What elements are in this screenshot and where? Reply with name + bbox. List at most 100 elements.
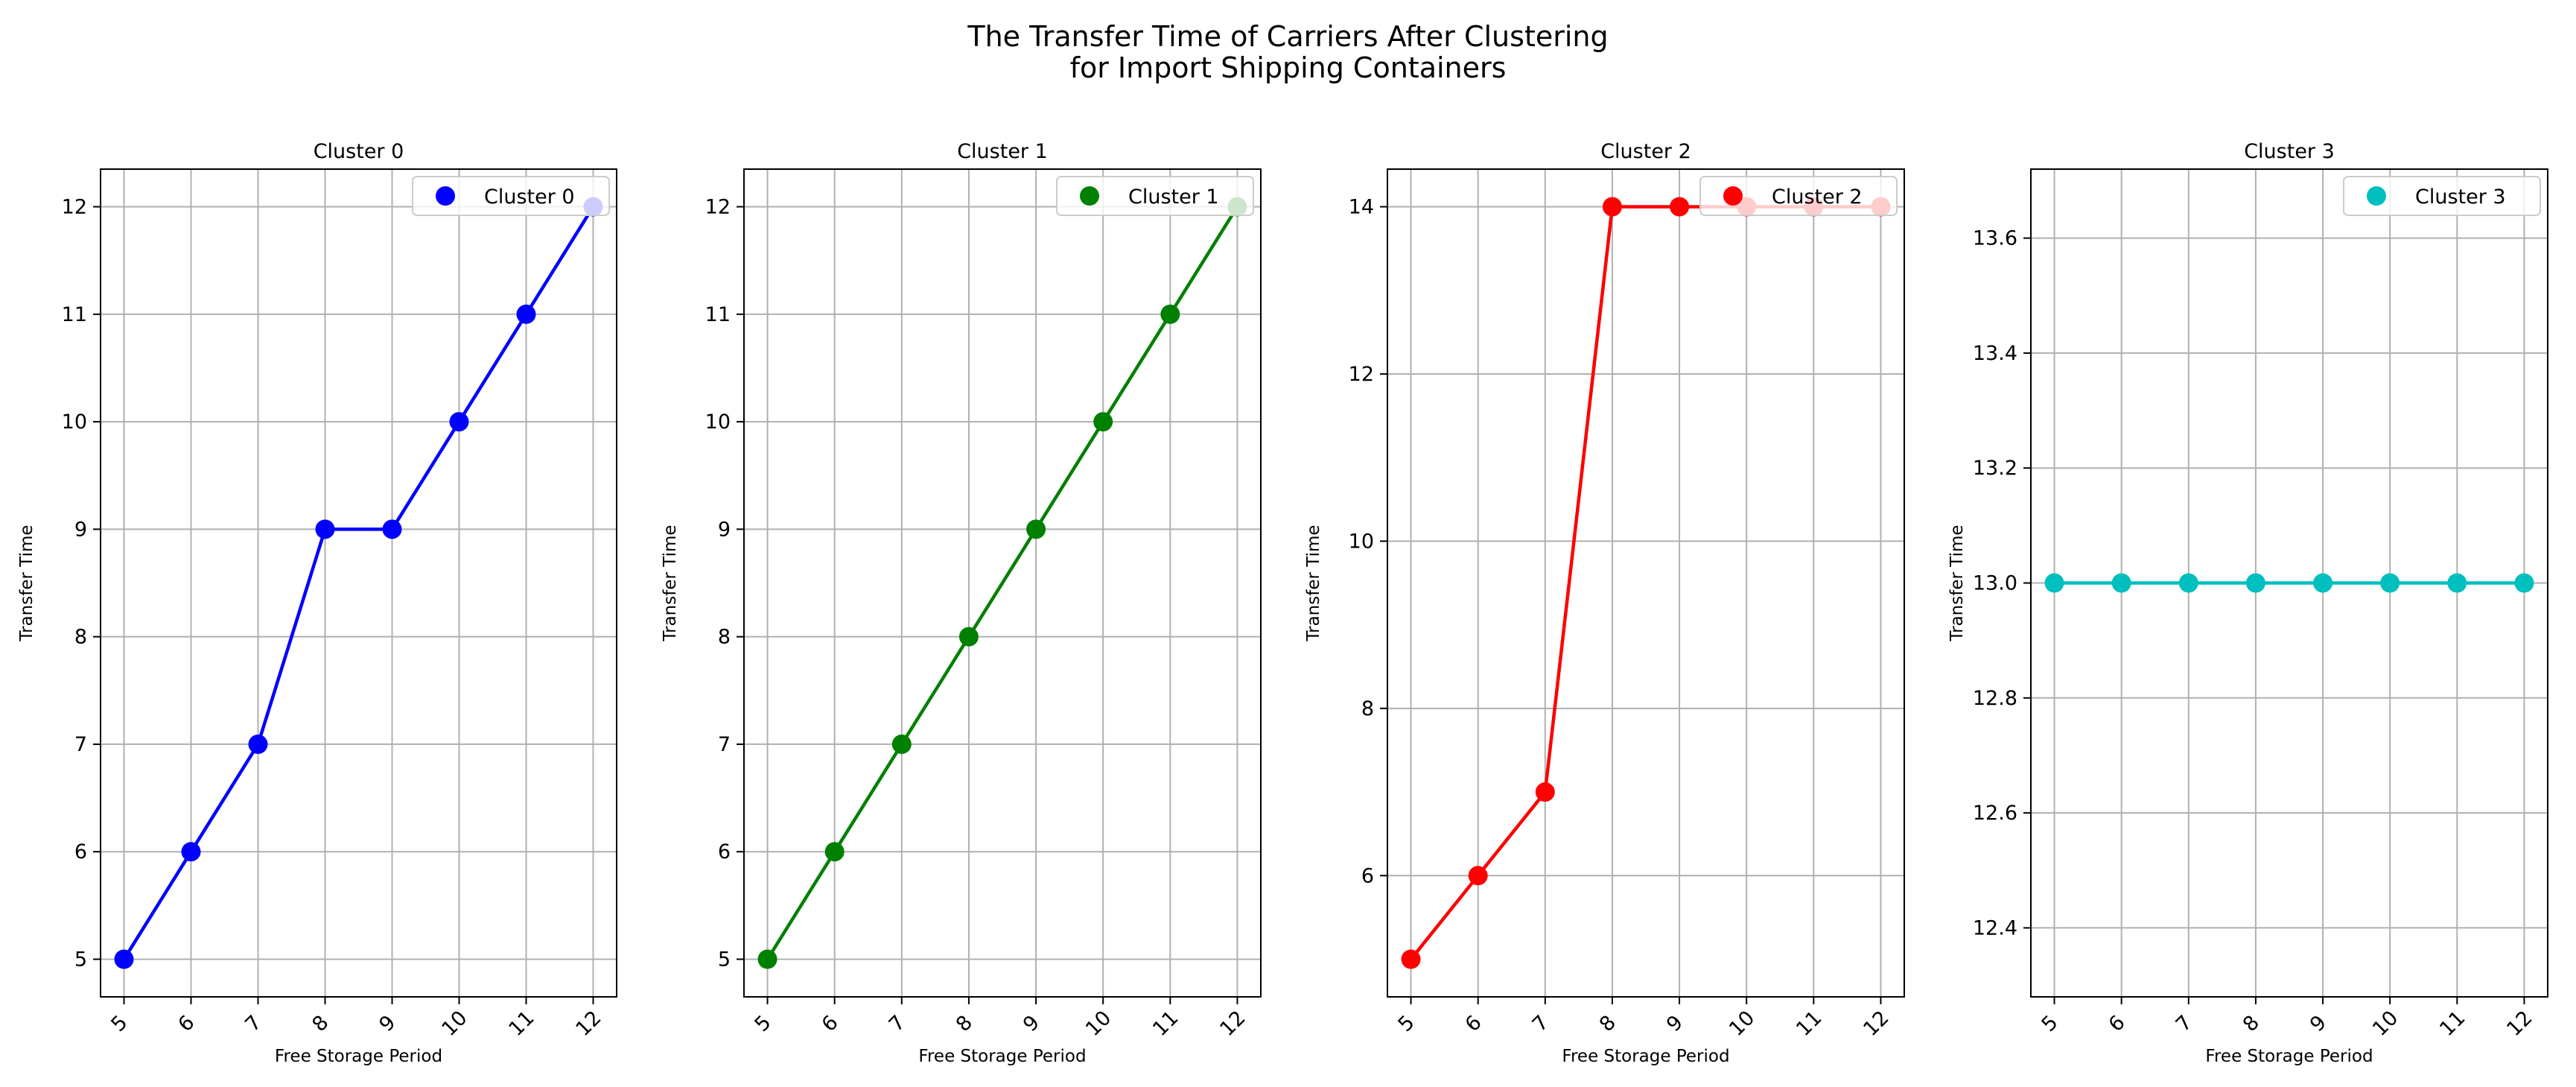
- x-axis-label: Free Storage Period: [1562, 1047, 1729, 1066]
- subplot-panels: 5 6 7 8 9 10 11 12 5 6 7 8 9 10 11 12 Cluster 0 Free Stor…: [17, 140, 2548, 1066]
- y-tick-label: 11: [62, 303, 87, 326]
- x-tick-label: 10: [437, 1007, 471, 1041]
- x-tick-label: 6: [2105, 1011, 2130, 1036]
- x-tick-label: 11: [1148, 1007, 1183, 1041]
- legend-box: [2343, 176, 2541, 216]
- y-tick-label: 12: [62, 196, 87, 219]
- y-tick-label: 10: [62, 411, 87, 434]
- data-point: [1093, 412, 1113, 432]
- legend-marker: [1080, 186, 1099, 206]
- data-point: [958, 627, 979, 647]
- y-tick-label: 12: [705, 196, 731, 219]
- axes-frame: [743, 168, 1262, 998]
- y-axis-label: Transfer Time: [661, 525, 680, 641]
- y-tick-label: 8: [74, 626, 87, 649]
- x-tick-label: 5: [1393, 1011, 1419, 1036]
- data-point: [757, 949, 777, 969]
- y-tick-label: 13.2: [1973, 457, 2017, 480]
- x-tick-label: 8: [1595, 1011, 1621, 1036]
- data-point: [1535, 782, 1555, 802]
- y-tick-label: 12.4: [1973, 916, 2017, 939]
- legend-marker: [436, 186, 455, 206]
- y-tick-label: 9: [718, 518, 731, 541]
- x-tick-label: 12: [2502, 1007, 2537, 1041]
- x-tick-label: 9: [2306, 1011, 2331, 1036]
- subplot-cluster-0: 5 6 7 8 9 10 11 12 5 6 7 8 9 10 11 12 Cluster 0 Free Stor…: [17, 140, 617, 1066]
- x-tick-label: 12: [571, 1007, 605, 1041]
- series-line: [1409, 205, 1881, 960]
- data-point: [2178, 573, 2198, 593]
- y-tick-label: 5: [718, 948, 731, 972]
- data-point: [1401, 949, 1421, 969]
- data-point: [1602, 197, 1622, 217]
- data-point: [2044, 573, 2064, 593]
- subplot-title: Cluster 2: [1600, 140, 1691, 163]
- data-point: [2111, 573, 2131, 593]
- x-tick-label: 5: [106, 1011, 132, 1036]
- legend-marker: [1723, 186, 1743, 206]
- x-tick-label: 6: [818, 1011, 843, 1036]
- x-axis-label: Free Storage Period: [2205, 1047, 2373, 1066]
- x-tick-label: 9: [1662, 1011, 1688, 1036]
- y-tick-label: 7: [718, 733, 731, 756]
- legend-label: Cluster 0: [484, 186, 575, 209]
- series-line: [122, 206, 595, 960]
- y-tick-label: 8: [1361, 697, 1374, 720]
- y-axis-label: Transfer Time: [1304, 525, 1323, 641]
- y-tick-label: 12.8: [1973, 687, 2017, 710]
- x-tick-label: 7: [1528, 1011, 1553, 1036]
- data-point: [382, 519, 402, 539]
- y-tick-label: 6: [718, 840, 731, 863]
- y-tick-label: 6: [74, 840, 87, 863]
- data-point: [2514, 573, 2534, 593]
- data-point: [2313, 573, 2333, 593]
- x-tick-label: 5: [2037, 1011, 2062, 1036]
- y-tick-label: 10: [1349, 530, 1374, 553]
- x-tick-label: 9: [1019, 1011, 1044, 1036]
- data-point: [449, 412, 469, 432]
- data-point: [1160, 304, 1180, 324]
- x-tick-label: 7: [885, 1011, 910, 1036]
- axes-frame: [1387, 168, 1905, 998]
- subplot-cluster-2: 5 6 7 8 9 10 11 12 6 8 10 12 14 Cluster 2 Free Storage…: [1304, 140, 1905, 1066]
- figure-title-line-1: The Transfer Time of Carriers After Clus…: [967, 20, 1608, 53]
- x-tick-label: 5: [750, 1011, 775, 1036]
- x-tick-label: 12: [1215, 1007, 1250, 1041]
- x-tick-label: 12: [1859, 1007, 1893, 1041]
- x-tick-label: 8: [308, 1011, 333, 1036]
- data-point: [891, 734, 912, 754]
- data-point: [2380, 573, 2400, 593]
- subplot-title: Cluster 1: [957, 140, 1048, 163]
- x-tick-label: 8: [952, 1011, 977, 1036]
- data-point: [516, 304, 536, 324]
- data-point: [1468, 866, 1488, 886]
- x-tick-label: 11: [504, 1007, 538, 1041]
- x-tick-label: 11: [2435, 1007, 2470, 1041]
- x-tick-label: 6: [1461, 1011, 1486, 1036]
- data-point: [2245, 573, 2265, 593]
- data-point: [181, 842, 201, 862]
- figure-title-line-2: for Import Shipping Containers: [1070, 51, 1507, 84]
- y-tick-label: 7: [74, 733, 87, 756]
- data-point: [1670, 197, 1690, 217]
- y-tick-label: 11: [705, 303, 731, 326]
- legend-label: Cluster 1: [1128, 186, 1219, 209]
- legend: Cluster 3: [2343, 176, 2541, 216]
- y-tick-label: 5: [74, 948, 87, 972]
- x-tick-label: 9: [375, 1011, 400, 1036]
- y-axis-label: Transfer Time: [17, 525, 36, 641]
- x-tick-label: 10: [1725, 1007, 1759, 1041]
- y-tick-label: 12.6: [1973, 802, 2017, 825]
- x-tick-label: 10: [2368, 1007, 2402, 1041]
- x-tick-label: 8: [2239, 1011, 2264, 1036]
- legend-box: [1699, 176, 1898, 216]
- legend: Cluster 1: [1056, 176, 1254, 216]
- y-tick-label: 14: [1349, 196, 1374, 219]
- y-tick-label: 9: [74, 518, 87, 541]
- data-point: [114, 949, 134, 969]
- y-axis-label: Transfer Time: [1947, 525, 1967, 641]
- data-point: [1026, 519, 1046, 539]
- data-point: [248, 734, 268, 754]
- legend: Cluster 0: [412, 176, 610, 216]
